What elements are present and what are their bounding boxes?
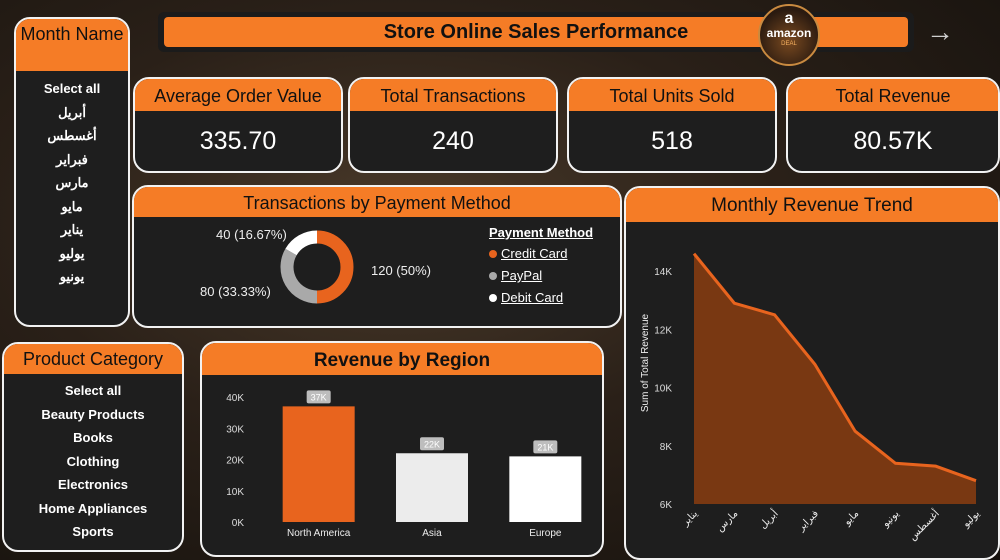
legend-dot xyxy=(489,250,497,258)
area-fill xyxy=(694,253,976,504)
y-tick-label: 14K xyxy=(654,267,672,278)
category-item[interactable]: Sports xyxy=(72,524,114,539)
kpi-value: 518 xyxy=(651,127,693,155)
chart-title: Revenue by Region xyxy=(202,343,602,375)
bar-chart: 0K 10K 20K 30K 40K 37K North America 22K Asia 21K… xyxy=(226,390,582,539)
bar-europe[interactable] xyxy=(509,456,582,522)
legend-dot xyxy=(489,294,497,302)
x-tick-label: North America xyxy=(287,528,351,539)
data-label: 22K xyxy=(424,439,440,449)
month-item[interactable]: أغسطس xyxy=(47,128,97,143)
month-item[interactable]: يوليو xyxy=(59,245,85,261)
bar-north-america[interactable] xyxy=(282,406,355,522)
y-tick-label: 10K xyxy=(226,487,244,498)
kpi-label: Average Order Value xyxy=(135,79,341,111)
y-tick-label: 8K xyxy=(660,442,673,453)
kpi-value: 240 xyxy=(432,127,474,155)
donut-slice-debit-card[interactable] xyxy=(285,230,318,256)
amazon-logo: a amazon DEAL xyxy=(758,4,820,66)
month-item[interactable]: يناير xyxy=(60,222,84,237)
legend-item-paypal[interactable]: PayPal xyxy=(489,265,593,287)
x-tick-label: Asia xyxy=(422,528,442,539)
x-tick-label: مايو xyxy=(841,508,861,528)
y-tick-label: 30K xyxy=(226,424,244,435)
y-tick-label: 20K xyxy=(226,456,244,467)
category-item[interactable]: Books xyxy=(73,430,113,445)
logo-glyph: a xyxy=(784,10,794,27)
kpi-total-units-sold: Total Units Sold 518 xyxy=(567,77,777,173)
legend-dot xyxy=(489,272,497,280)
logo-sub: DEAL xyxy=(781,41,797,47)
x-tick-label: فبراير xyxy=(795,508,821,534)
donut-label-debit: 40 (16.67%) xyxy=(216,227,287,242)
category-item[interactable]: Clothing xyxy=(66,453,120,469)
kpi-total-transactions: Total Transactions 240 xyxy=(348,77,558,173)
kpi-total-revenue: Total Revenue 80.57K xyxy=(786,77,1000,173)
arrow-right-icon[interactable]: → xyxy=(926,16,954,47)
donut-chart xyxy=(280,230,354,304)
payment-legend: Payment Method Credit Card PayPal Debit … xyxy=(489,225,593,309)
y-tick-label: 6K xyxy=(660,500,673,511)
kpi-average-order-value: Average Order Value 335.70 xyxy=(133,77,343,173)
x-tick-label: أغسطس xyxy=(906,507,942,543)
data-label: 21K xyxy=(537,442,553,452)
legend-label: Debit Card xyxy=(501,290,564,305)
legend-label: Credit Card xyxy=(501,246,568,261)
kpi-label: Total Transactions xyxy=(350,79,556,111)
category-item[interactable]: Home Appliances xyxy=(38,500,148,516)
x-tick-label: مارس xyxy=(715,508,741,534)
data-label: 37K xyxy=(311,392,327,402)
revenue-line[interactable] xyxy=(692,252,977,483)
month-item[interactable]: مايو xyxy=(61,198,83,214)
y-tick-label: 12K xyxy=(654,325,672,336)
month-item[interactable]: Select all xyxy=(43,81,101,96)
monthly-revenue-trend-chart: Monthly Revenue Trend 6K 8K 10K 12K 14K Sum o… xyxy=(624,186,1000,560)
category-item[interactable]: Beauty Products xyxy=(41,406,145,422)
month-item[interactable]: يونيو xyxy=(59,269,85,284)
revenue-by-region-chart: Revenue by Region 0K 10K 20K 30K 40K 37K North… xyxy=(200,341,604,557)
kpi-label: Total Units Sold xyxy=(569,79,775,111)
kpi-value: 335.70 xyxy=(199,127,277,155)
category-slicer-list: Select all Beauty Products Books Clothing El… xyxy=(4,374,182,544)
legend-item-credit-card[interactable]: Credit Card xyxy=(489,243,593,265)
area-chart: 6K 8K 10K 12K 14K Sum of Total Revenue يناير ما… xyxy=(640,252,982,543)
category-item[interactable]: Electronics xyxy=(57,477,129,492)
donut-slice-paypal[interactable] xyxy=(280,248,318,304)
category-slicer: Product Category Select all Beauty Produc… xyxy=(2,342,184,552)
chart-title: Transactions by Payment Method xyxy=(134,187,620,217)
y-tick-label: 40K xyxy=(226,393,244,404)
legend-item-debit-card[interactable]: Debit Card xyxy=(489,287,593,309)
month-item[interactable]: أبريل xyxy=(58,104,86,120)
data-label-bg xyxy=(420,437,444,451)
donut-slice-credit-card[interactable] xyxy=(316,230,354,304)
category-slicer-title: Product Category xyxy=(4,344,182,374)
logo-wordmark: amazon xyxy=(766,26,812,40)
y-axis-label: Sum of Total Revenue xyxy=(640,313,651,412)
month-item[interactable]: مارس xyxy=(55,175,89,190)
legend-label: PayPal xyxy=(501,268,543,283)
month-slicer-title: Month Name xyxy=(16,19,128,71)
x-tick-label: يناير xyxy=(680,508,701,529)
y-tick-label: 0K xyxy=(232,518,245,529)
month-slicer-list: Select all أبريل أغسطس فبراير مارس مايو يناير ي… xyxy=(16,71,128,289)
x-tick-label: يونيو xyxy=(880,508,902,530)
payment-method-chart: Transactions by Payment Method 40 (16.67… xyxy=(132,185,622,328)
category-item[interactable]: Select all xyxy=(64,383,122,398)
month-item[interactable]: فبراير xyxy=(56,151,88,167)
y-tick-label: 10K xyxy=(654,384,672,395)
data-label-bg xyxy=(306,390,331,404)
month-slicer: Month Name Select all أبريل أغسطس فبراير مار… xyxy=(14,17,130,327)
donut-label-credit: 120 (50%) xyxy=(371,263,431,278)
donut-label-paypal: 80 (33.33%) xyxy=(200,284,271,299)
chart-title: Monthly Revenue Trend xyxy=(626,188,998,222)
data-label-bg xyxy=(533,440,558,454)
legend-title: Payment Method xyxy=(489,225,594,240)
kpi-label: Total Revenue xyxy=(788,79,998,111)
x-tick-label: Europe xyxy=(529,528,562,539)
x-tick-label: يوليو xyxy=(960,508,982,530)
bar-asia[interactable] xyxy=(396,453,468,522)
x-tick-label: أبريل xyxy=(756,507,781,532)
kpi-value: 80.57K xyxy=(853,127,933,155)
